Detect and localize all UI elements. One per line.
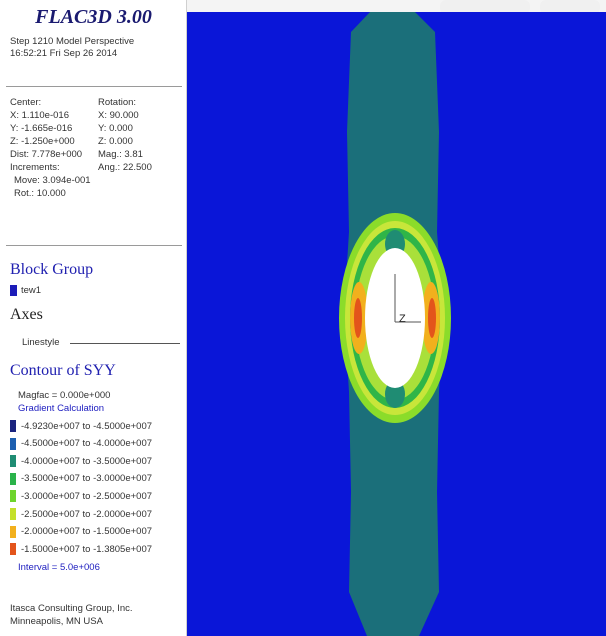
increments-label: Increments: bbox=[10, 162, 60, 173]
info-panel: FLAC3D 3.00 Step 1210 Model Perspective … bbox=[0, 0, 187, 636]
step-line: Step 1210 Model Perspective bbox=[10, 36, 135, 47]
move-increment: Move: 3.094e-001 bbox=[14, 175, 91, 186]
rotation-increment: Rot.: 10.000 bbox=[14, 188, 66, 199]
legend-label: -1.5000e+007 to -1.3805e+007 bbox=[21, 543, 153, 555]
legend-label: -3.5000e+007 to -3.0000e+007 bbox=[21, 473, 153, 485]
decorative-badge bbox=[440, 0, 530, 14]
divider bbox=[6, 86, 182, 87]
contour-title: Contour of SYY bbox=[10, 362, 116, 379]
rotation-z: Z: 0.000 bbox=[98, 136, 133, 147]
block-group-item: tew1 bbox=[10, 285, 41, 296]
angle-increment: Ang.: 22.500 bbox=[98, 162, 152, 173]
color-swatch bbox=[10, 490, 16, 503]
legend-row: -4.9230e+007 to -4.5000e+007 bbox=[10, 420, 152, 432]
legend-row: -4.0000e+007 to -3.5000e+007 bbox=[10, 455, 153, 468]
legend-label: -4.9230e+007 to -4.5000e+007 bbox=[21, 420, 153, 432]
model-viewport[interactable]: Z bbox=[187, 12, 606, 636]
company-name: Itasca Consulting Group, Inc. bbox=[10, 603, 133, 614]
color-swatch bbox=[10, 437, 16, 450]
color-swatch bbox=[10, 420, 16, 432]
block-group-title: Block Group bbox=[10, 261, 94, 278]
rotation-x: X: 90.000 bbox=[98, 110, 139, 121]
color-swatch bbox=[10, 285, 17, 296]
linestyle-label: Linestyle bbox=[22, 337, 60, 348]
decorative-badge bbox=[540, 0, 600, 14]
center-y: Y: -1.665e-016 bbox=[10, 123, 73, 134]
axis-z-label: Z bbox=[399, 313, 406, 325]
center-x: X: 1.110e-016 bbox=[10, 110, 69, 121]
divider bbox=[6, 245, 182, 246]
legend-row: -4.5000e+007 to -4.0000e+007 bbox=[10, 437, 153, 450]
company-location: Minneapolis, MN USA bbox=[10, 616, 103, 627]
legend-row: -3.0000e+007 to -2.5000e+007 bbox=[10, 490, 153, 503]
app-title: FLAC3D 3.00 bbox=[35, 6, 152, 28]
legend-row: -1.5000e+007 to -1.3805e+007 bbox=[10, 543, 153, 556]
axes-title: Axes bbox=[10, 306, 43, 323]
color-swatch bbox=[10, 508, 16, 520]
legend-label: -4.0000e+007 to -3.5000e+007 bbox=[21, 455, 153, 467]
color-swatch bbox=[10, 525, 16, 538]
legend-row: -2.5000e+007 to -2.0000e+007 bbox=[10, 508, 152, 520]
linestyle-sample bbox=[70, 343, 180, 344]
center-z: Z: -1.250e+000 bbox=[10, 136, 75, 147]
contour-hotspot-left-core bbox=[354, 298, 362, 338]
center-label: Center: bbox=[10, 97, 42, 108]
interval: Interval = 5.0e+006 bbox=[18, 562, 100, 573]
magfac: Magfac = 0.000e+000 bbox=[18, 390, 111, 401]
rotation-label: Rotation: bbox=[98, 97, 137, 108]
legend-row: -2.0000e+007 to -1.5000e+007 bbox=[10, 525, 153, 538]
time-line: 16:52:21 Fri Sep 26 2014 bbox=[10, 48, 118, 59]
legend-label: -3.0000e+007 to -2.5000e+007 bbox=[21, 490, 153, 502]
legend-label: -4.5000e+007 to -4.0000e+007 bbox=[21, 438, 153, 450]
color-swatch bbox=[10, 543, 16, 556]
contour-hotspot-right-core bbox=[428, 298, 436, 338]
color-swatch bbox=[10, 472, 16, 485]
legend-label: -2.5000e+007 to -2.0000e+007 bbox=[21, 508, 153, 520]
contour-plot: Z bbox=[339, 12, 451, 636]
magnification: Mag.: 3.81 bbox=[98, 149, 143, 160]
gradient-calculation: Gradient Calculation bbox=[18, 403, 105, 414]
legend-label: -2.0000e+007 to -1.5000e+007 bbox=[21, 526, 153, 538]
rotation-y: Y: 0.000 bbox=[98, 123, 133, 134]
block-group-label: tew1 bbox=[21, 285, 42, 296]
legend-row: -3.5000e+007 to -3.0000e+007 bbox=[10, 472, 153, 485]
color-swatch bbox=[10, 455, 16, 468]
distance: Dist: 7.778e+000 bbox=[10, 149, 83, 160]
